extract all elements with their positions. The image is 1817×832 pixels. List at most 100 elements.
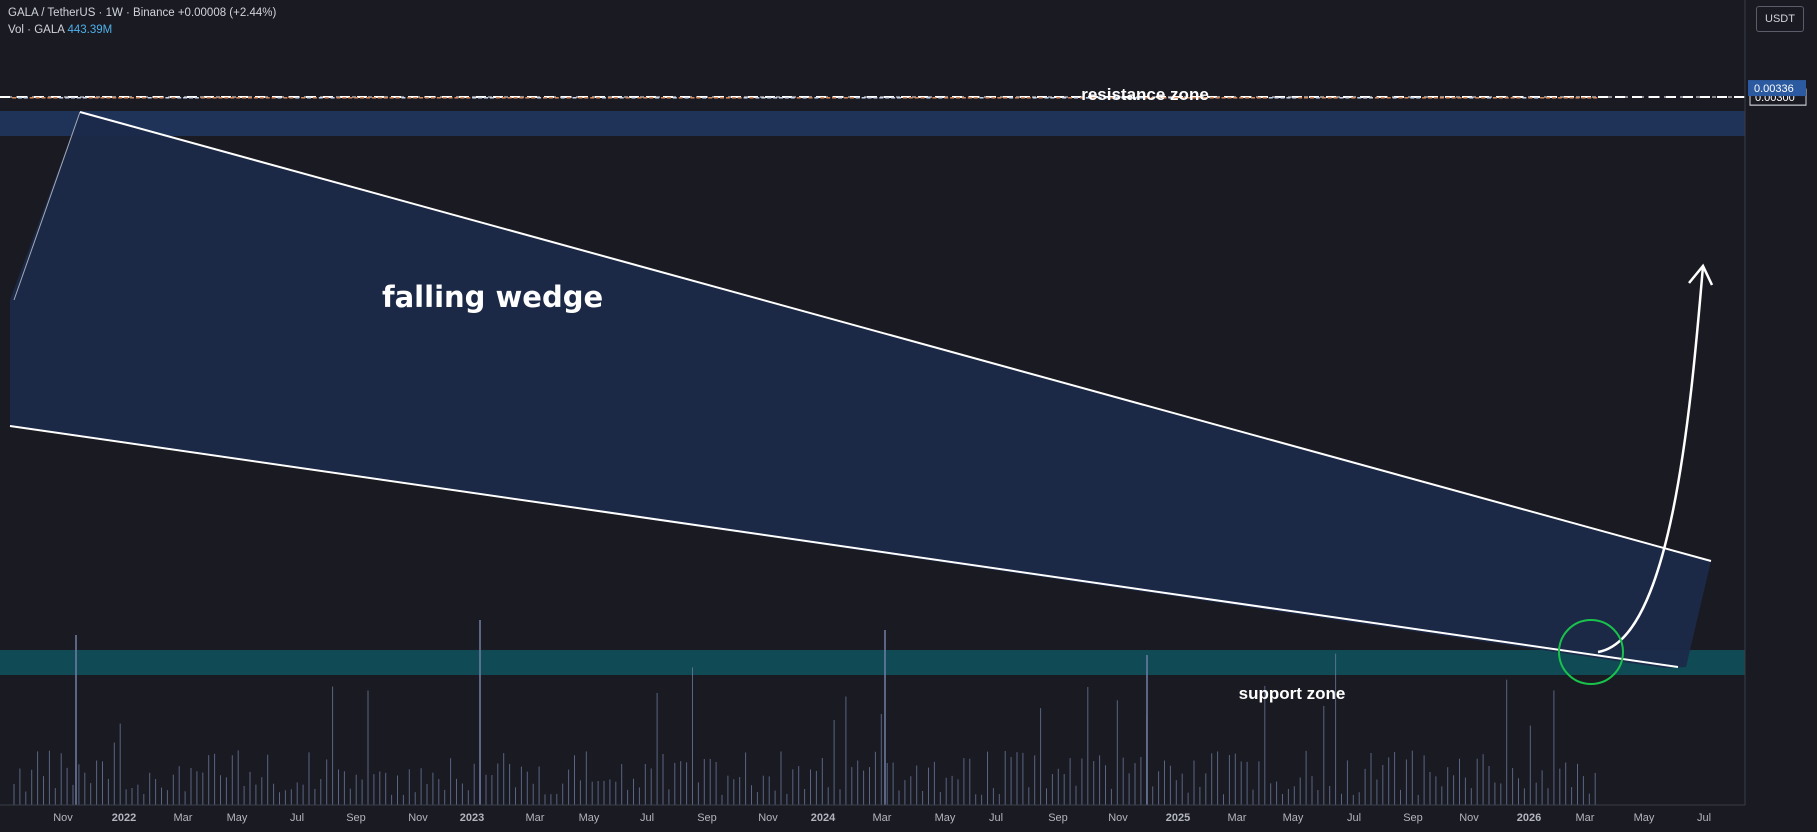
volume-bars <box>13 620 1596 805</box>
candle-body <box>1386 97 1391 99</box>
candle-body <box>265 97 270 99</box>
candle-body <box>242 97 247 99</box>
x-tick-label: Mar <box>526 812 545 824</box>
candle-body <box>1563 97 1568 99</box>
candle-body <box>354 97 359 99</box>
candle-body <box>1115 97 1120 99</box>
candle-body <box>1221 97 1226 99</box>
candle-body <box>147 97 152 99</box>
candle-body <box>814 97 819 99</box>
candle-body <box>159 97 164 99</box>
x-tick-label: Jul <box>989 812 1003 824</box>
candle-body <box>94 97 99 99</box>
candle-body <box>1445 97 1450 99</box>
candle-body <box>737 97 742 99</box>
candle-body <box>826 97 831 99</box>
candle-body <box>1504 97 1509 99</box>
candle-body <box>1557 97 1562 99</box>
candle-body <box>1546 97 1550 99</box>
candle-body <box>1109 97 1114 99</box>
candle-body <box>1020 97 1025 99</box>
candle-body <box>1304 97 1309 99</box>
candle-body <box>141 97 146 99</box>
candle-body <box>708 97 713 99</box>
candle-body <box>312 97 317 99</box>
candle-body <box>914 97 919 99</box>
candle-body <box>1062 97 1067 99</box>
candle-body <box>82 97 87 99</box>
candle-body <box>1127 97 1132 99</box>
candle-body <box>135 97 140 99</box>
candle-body <box>796 97 801 99</box>
candle-body <box>802 97 807 99</box>
candle-body <box>973 97 978 99</box>
candle-body <box>1315 97 1320 99</box>
currency-button[interactable]: USDT <box>1756 6 1804 32</box>
candle-body <box>1587 97 1592 99</box>
candle-body <box>248 97 252 99</box>
candle-body <box>1310 97 1314 99</box>
candle-body <box>71 97 75 99</box>
candle-body <box>938 97 943 99</box>
candle-body <box>130 97 134 99</box>
candle-body <box>761 97 766 99</box>
x-tick-label: Mar <box>1576 812 1595 824</box>
candle-body <box>1074 97 1078 99</box>
candle-body <box>566 97 571 99</box>
candle-body <box>1103 97 1108 99</box>
candle-body <box>484 97 488 99</box>
candle-body <box>1015 97 1019 99</box>
candle-body <box>1498 97 1503 99</box>
candle-body <box>637 97 642 99</box>
candle-body <box>1351 97 1356 99</box>
candle-body <box>366 97 370 99</box>
candle-body <box>596 97 601 99</box>
candle-body <box>472 97 477 99</box>
candle-body <box>849 97 854 99</box>
candle-body <box>1144 97 1149 99</box>
candle-body <box>956 97 960 99</box>
candle-body <box>720 97 724 99</box>
candle-body <box>1540 97 1545 99</box>
candle-body <box>177 97 182 99</box>
candle-body <box>1233 97 1238 99</box>
candle-body <box>590 97 595 99</box>
candle-body <box>1032 97 1037 99</box>
candle-body <box>885 97 890 99</box>
candle-body <box>1156 97 1161 99</box>
candle-body <box>932 97 937 99</box>
candle-body <box>112 97 117 99</box>
candle-body <box>690 97 695 99</box>
candle-body <box>1162 97 1167 99</box>
candle-body <box>478 97 483 99</box>
candle-body <box>1251 97 1255 99</box>
candle-body <box>543 97 547 99</box>
candle-body <box>1079 97 1084 99</box>
price-axis-marked-levels: 0.750000.360000.180000.084000.035000.021… <box>1748 80 1807 106</box>
candle-body <box>554 97 559 99</box>
candle-body <box>342 97 347 99</box>
candle-body <box>1439 97 1444 99</box>
candle-body <box>661 97 665 99</box>
candle-body <box>1469 97 1474 99</box>
candle-body <box>289 97 294 99</box>
candle-body <box>1369 97 1373 99</box>
candle-body <box>318 97 323 99</box>
candle-body <box>383 97 388 99</box>
x-tick-label: Jul <box>290 812 304 824</box>
candle-body <box>1551 97 1556 99</box>
candle-body <box>672 97 677 99</box>
candle-body <box>838 97 842 99</box>
resistance-zone-label: resistance zone <box>1081 85 1209 104</box>
candle-body <box>360 97 365 99</box>
candle-body <box>194 97 199 99</box>
candle-body <box>1197 97 1202 99</box>
candle-body <box>1097 97 1102 99</box>
candle-body <box>619 97 624 99</box>
candle-body <box>808 97 813 99</box>
candle-body <box>489 97 494 99</box>
x-tick-label: Jul <box>1347 812 1361 824</box>
candle-body <box>1239 97 1244 99</box>
candle-body <box>183 97 188 99</box>
